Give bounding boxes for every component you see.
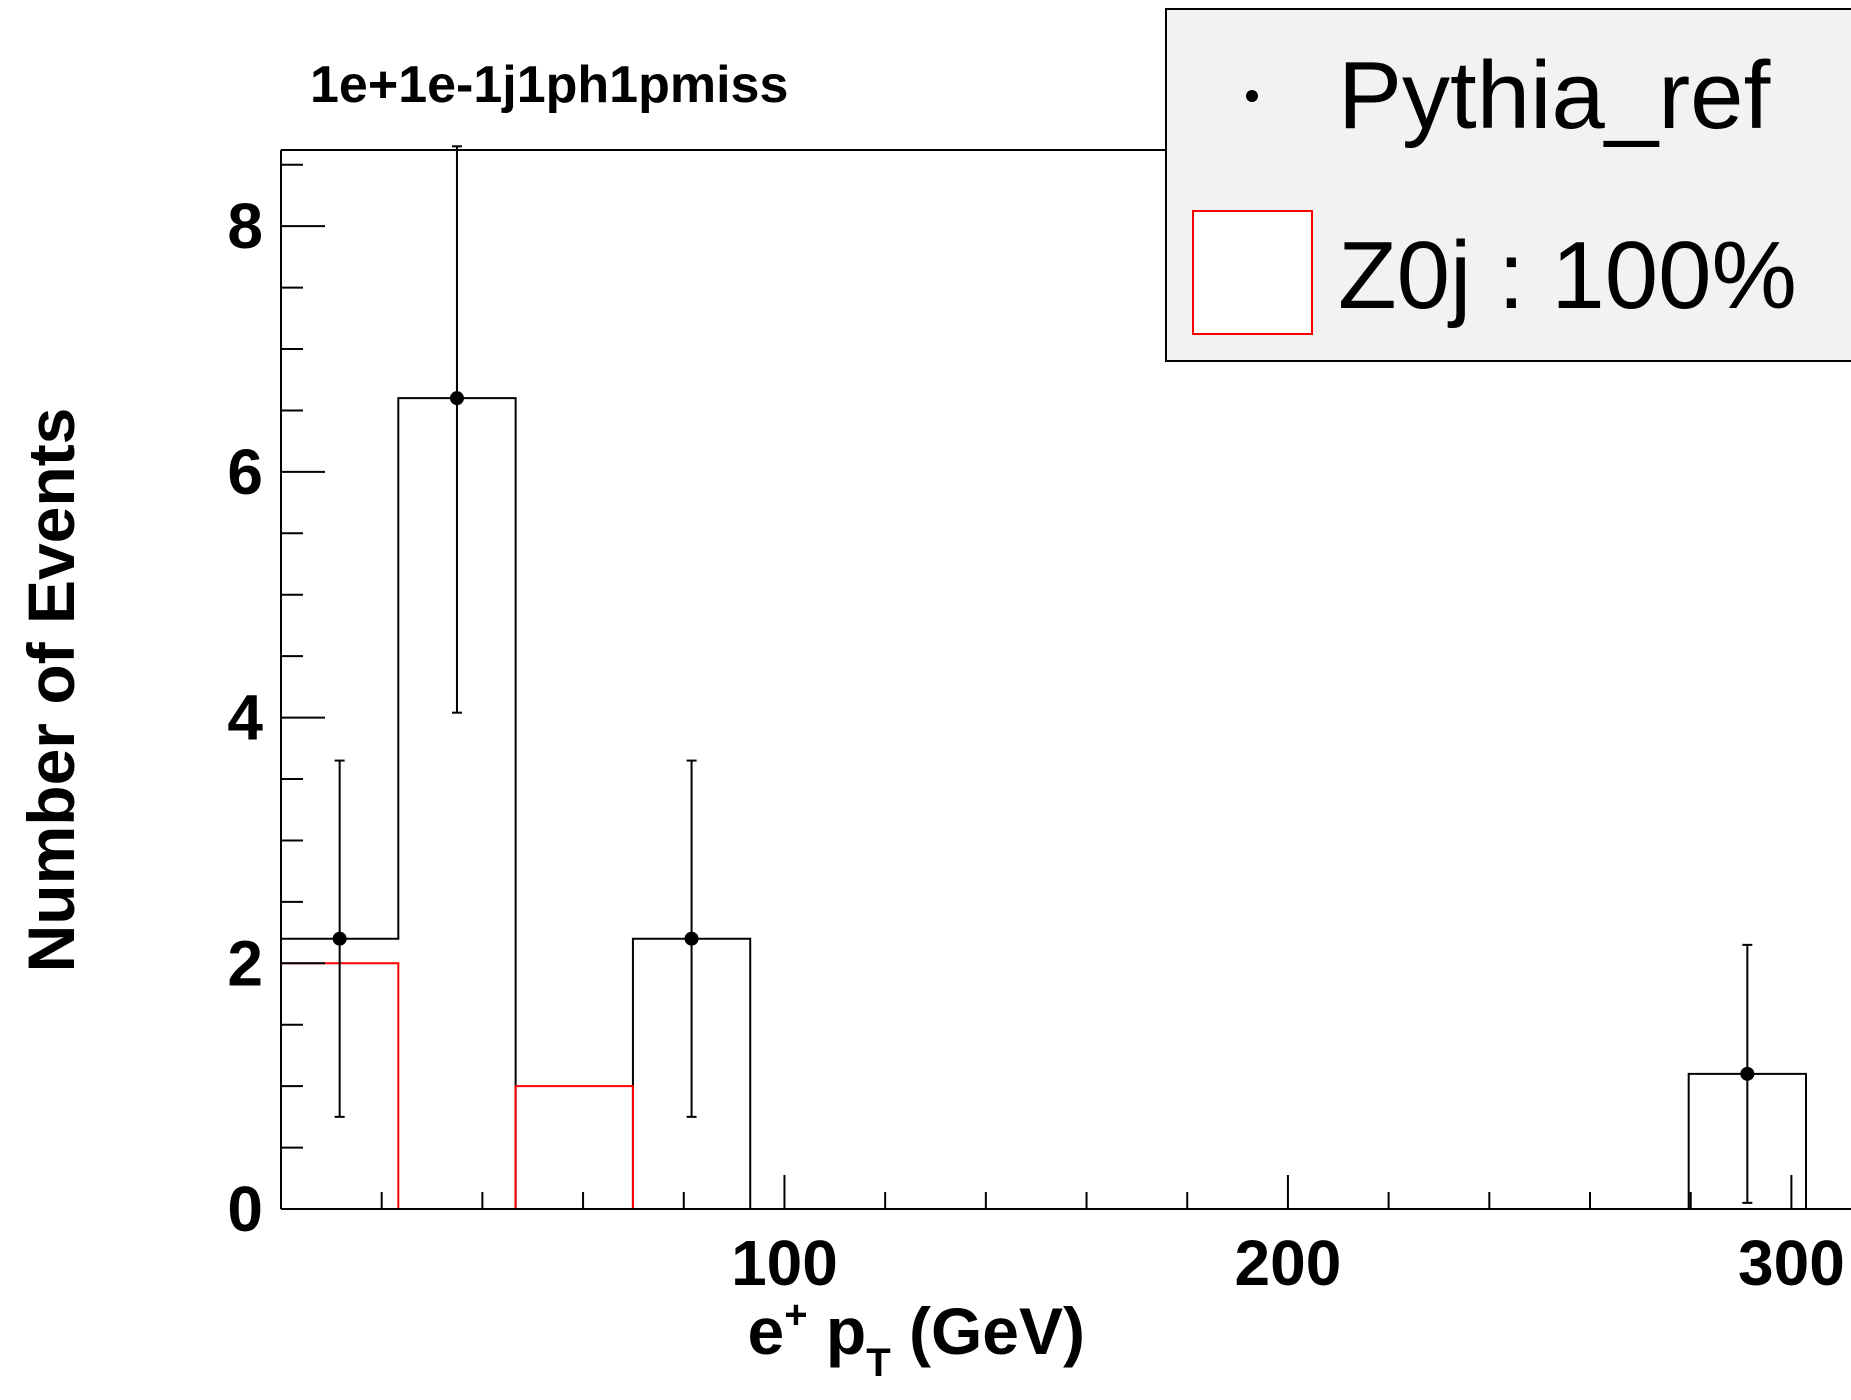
y-axis-title: Number of Events — [14, 408, 88, 973]
point-marker — [1740, 1066, 1755, 1081]
data-point-13 — [1740, 943, 1755, 1204]
legend-label-pythia-ref: Pythia_ref — [1338, 42, 1771, 149]
x-axis-title-sup: + — [784, 1293, 807, 1337]
x-axis-title-sub: T — [866, 1341, 890, 1385]
y-tick-label: 2 — [227, 927, 263, 999]
x-axis-title-main: e — [747, 1294, 784, 1368]
legend-label-z0j: Z0j : 100% — [1338, 222, 1797, 329]
x-axis-title: e+ pT (GeV) — [747, 1293, 1085, 1385]
x-tick-label: 100 — [731, 1227, 838, 1299]
point-marker — [684, 931, 699, 946]
data-point-1 — [332, 759, 347, 1118]
x-axis-title-tail: (GeV) — [891, 1294, 1085, 1368]
x-tick-label: 300 — [1738, 1227, 1845, 1299]
x-tick-label: 200 — [1235, 1227, 1342, 1299]
plot-title: 1e+1e-1j1ph1pmiss — [310, 56, 788, 114]
x-axis-title-mid: p — [808, 1294, 867, 1368]
y-tick-label: 0 — [227, 1173, 263, 1245]
y-tick-label: 4 — [227, 682, 263, 754]
legend-marker-z0j — [1192, 210, 1313, 335]
data-point-2 — [449, 145, 464, 714]
legend: Pythia_ref Z0j : 100% — [1165, 8, 1851, 362]
y-tick-label: 8 — [227, 190, 263, 262]
point-marker — [332, 931, 347, 946]
data-point-4 — [684, 759, 699, 1118]
legend-marker-pythia-ref — [1246, 90, 1258, 102]
point-marker — [449, 391, 464, 406]
y-tick-label: 6 — [227, 436, 263, 508]
